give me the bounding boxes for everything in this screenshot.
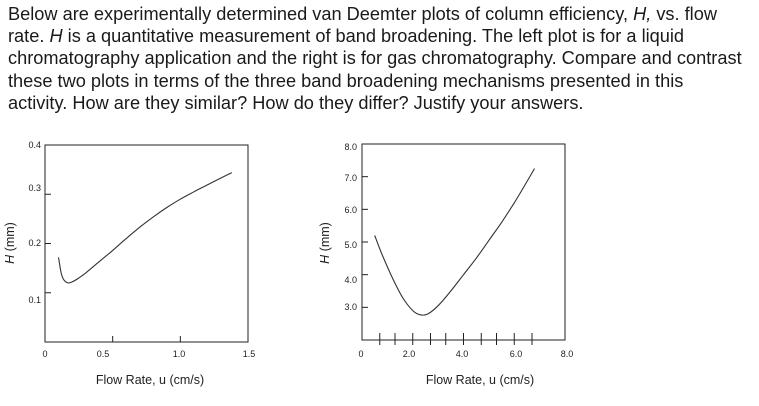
plot-frame-2 xyxy=(361,143,566,341)
x-tick-label-1-3: 1.5 xyxy=(243,349,256,359)
x-tick-label-2-2: 4.0 xyxy=(456,349,469,359)
y-tick-label-2-2: 6.0 xyxy=(344,205,357,215)
question-line-1: Below are experimentally determined van … xyxy=(8,4,717,24)
y-tick-label-2-4: 4.0 xyxy=(344,275,357,285)
data-series-line-1-0 xyxy=(57,172,233,284)
y-tick-label-1-0: 0.4 xyxy=(28,140,41,150)
y-tick-label-1-2: 0.2 xyxy=(28,238,41,248)
x-tick-label-2-4: 8.0 xyxy=(561,349,574,359)
y-tick-label-1-3: 0.1 xyxy=(28,295,41,305)
data-series-line-2-0 xyxy=(374,168,535,316)
question-line-5: activity. How are they similar? How do t… xyxy=(8,92,584,113)
x-tick-label-1-1: 0.5 xyxy=(97,349,110,359)
y-tick-label-2-3: 5.0 xyxy=(344,240,357,250)
x-tick-label-1-0: 0 xyxy=(42,349,47,359)
y-axis-label-1: H (mm) xyxy=(3,222,17,264)
y-tick-label-2-5: 3.0 xyxy=(344,302,357,312)
question-line-2: rate. H is a quantitative measurement of… xyxy=(8,26,685,47)
question-line-3: chromatography application and the right… xyxy=(8,48,742,69)
question-line-4: these two plots in terms of the three ba… xyxy=(8,70,684,91)
x-tick-label-1-2: 1.0 xyxy=(173,349,186,359)
question-text: Below are experimentally determined van … xyxy=(8,3,756,114)
x-tick-label-2-1: 2.0 xyxy=(403,349,416,359)
x-axis-label-2: Flow Rate, u (cm/s) xyxy=(426,373,534,387)
x-tick-label-2-0: 0 xyxy=(358,349,363,359)
y-tick-label-2-0: 8.0 xyxy=(344,142,357,152)
plot-frame-1 xyxy=(44,144,249,343)
x-axis-label-1: Flow Rate, u (cm/s) xyxy=(96,373,204,387)
y-axis-label-2: H (mm) xyxy=(318,222,332,264)
x-tick-label-2-3: 6.0 xyxy=(510,349,523,359)
y-tick-label-2-1: 7.0 xyxy=(344,173,357,183)
y-tick-label-1-1: 0.3 xyxy=(28,183,41,193)
